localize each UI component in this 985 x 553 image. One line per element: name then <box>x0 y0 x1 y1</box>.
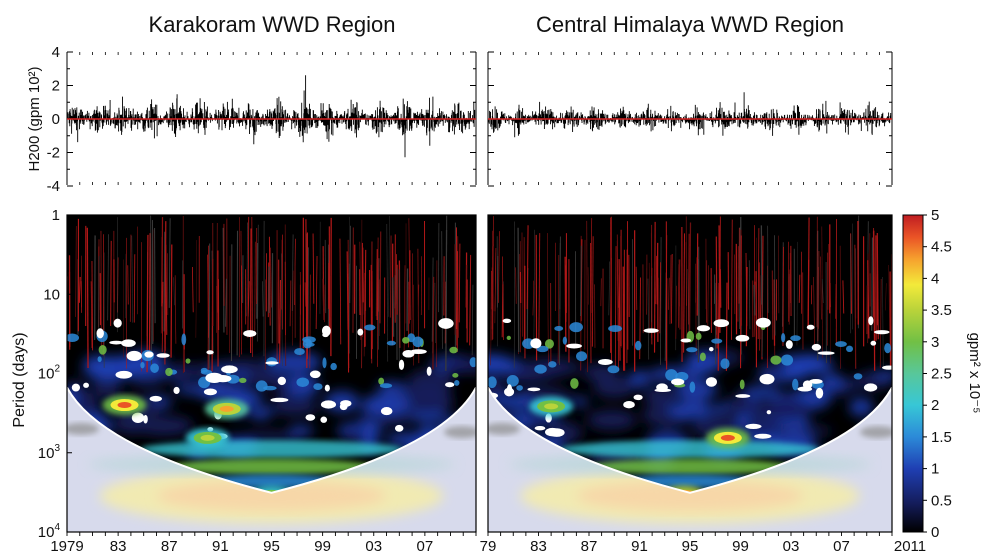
wavelet-left-xtick-label: 87 <box>161 538 178 553</box>
ts-ylabel: H200 (gpm 10²) <box>26 66 43 171</box>
ts-ytick-label: -2 <box>47 145 60 162</box>
colorbar-tick-label: 3 <box>931 334 939 351</box>
wavelet-right-xtick-label: 07 <box>833 538 850 553</box>
colorbar <box>902 214 924 533</box>
wavelet-left <box>67 215 476 532</box>
wavelet-right-hotspot <box>705 427 750 448</box>
colorbar-tick-label: 0 <box>931 524 939 541</box>
wavelet-left-xtick-label: 83 <box>110 538 127 553</box>
colorbar-tick-label: 1.5 <box>931 429 952 446</box>
wavelet-right-xtick-label: 03 <box>783 538 800 553</box>
ts-right-series-line <box>488 92 892 138</box>
wavelet-left-hotspot <box>204 398 249 419</box>
title-left: Karakoram WWD Region <box>149 12 396 37</box>
colorbar-label: gpm² x 10⁻⁵ <box>966 333 983 414</box>
ts-left-series-line <box>67 75 476 158</box>
wavelet-left-xtick-label: 95 <box>263 538 280 553</box>
ts-ytick-label: 0 <box>52 111 60 128</box>
wavelet-left-hotspot <box>102 395 147 416</box>
wavelet-right-xtick-label: 99 <box>732 538 749 553</box>
wavelet-right-xtick-label: 79 <box>480 538 497 553</box>
wavelet-left-xtick-label: 03 <box>365 538 382 553</box>
wavelet-right-cone-of-influence <box>488 386 892 494</box>
ts-ytick-label: 4 <box>52 44 60 61</box>
wavelet-left-xtick-label: 91 <box>212 538 229 553</box>
period-tick-label: 104 <box>38 522 61 541</box>
colorbar-tick-label: 2.5 <box>931 366 952 383</box>
colorbar-tick-label: 5 <box>931 207 939 224</box>
ts-ytick-label: 2 <box>52 78 60 95</box>
period-tick-label: 103 <box>38 443 61 462</box>
colorbar-tick-label: 3.5 <box>931 302 952 319</box>
colorbar-tick-label: 4 <box>931 270 939 287</box>
wavelet-right <box>488 215 892 532</box>
timeseries-right <box>487 51 893 187</box>
colorbar-tick-label: 0.5 <box>931 492 952 509</box>
colorbar-tick-label: 1 <box>931 461 939 478</box>
wavelet-left-cone-of-influence <box>67 386 476 494</box>
wavelet-ylabel: Period (days) <box>11 332 28 427</box>
wavelet-left-hotspot <box>185 427 230 448</box>
wavelet-right-xtick-label: 2011 <box>894 538 926 553</box>
period-tick-label: 1 <box>52 207 60 224</box>
title-right: Central Himalaya WWD Region <box>536 12 844 37</box>
wavelet-right-hotspot <box>529 396 574 417</box>
timeseries-left <box>66 51 477 187</box>
ts-ytick-label: -4 <box>47 178 60 195</box>
wavelet-right-xtick-label: 83 <box>530 538 547 553</box>
wavelet-right-xtick-label: 95 <box>682 538 699 553</box>
colorbar-tick-label: 4.5 <box>931 239 952 256</box>
period-tick-label: 102 <box>38 364 61 383</box>
colorbar-tick-label: 2 <box>931 397 939 414</box>
wavelet-right-xtick-label: 91 <box>631 538 648 553</box>
period-tick-label: 10 <box>43 286 60 303</box>
wavelet-left-xtick-label: 99 <box>314 538 331 553</box>
wavelet-left-xtick-label: 07 <box>417 538 434 553</box>
wavelet-left-xtick-label: 1979 <box>50 538 83 553</box>
wavelet-right-xtick-label: 87 <box>581 538 598 553</box>
